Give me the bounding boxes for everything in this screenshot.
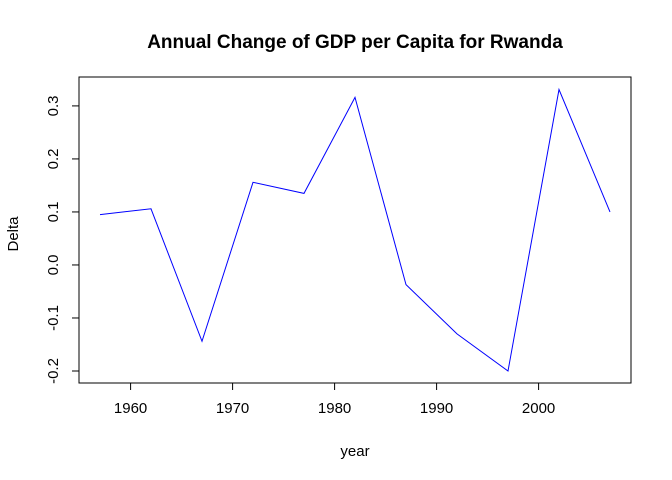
y-axis-label: Delta (5, 216, 22, 252)
plot-frame (78, 76, 632, 384)
x-tick-label: 1990 (420, 400, 453, 417)
x-tick-label: 1960 (114, 400, 147, 417)
y-tick-label: -0.2 (45, 358, 62, 384)
x-tick-label: 1970 (216, 400, 249, 417)
x-axis-label: year (340, 443, 369, 460)
x-tick-label: 2000 (522, 400, 555, 417)
y-tick-label: 0.2 (45, 148, 62, 169)
y-axis: -0.2 -0.1 0.0 0.1 0.2 0.3 (45, 95, 80, 384)
x-axis: 1960 1970 1980 1990 2000 (114, 382, 555, 417)
y-tick-label: -0.1 (45, 305, 62, 331)
series-line (99, 87, 611, 372)
series-layer (99, 87, 611, 372)
y-tick-label: 0.3 (45, 95, 62, 116)
y-tick-label: 0.0 (45, 255, 62, 276)
chart-title: Annual Change of GDP per Capita for Rwan… (147, 32, 563, 53)
x-tick-label: 1980 (318, 400, 351, 417)
y-tick-label: 0.1 (45, 202, 62, 223)
